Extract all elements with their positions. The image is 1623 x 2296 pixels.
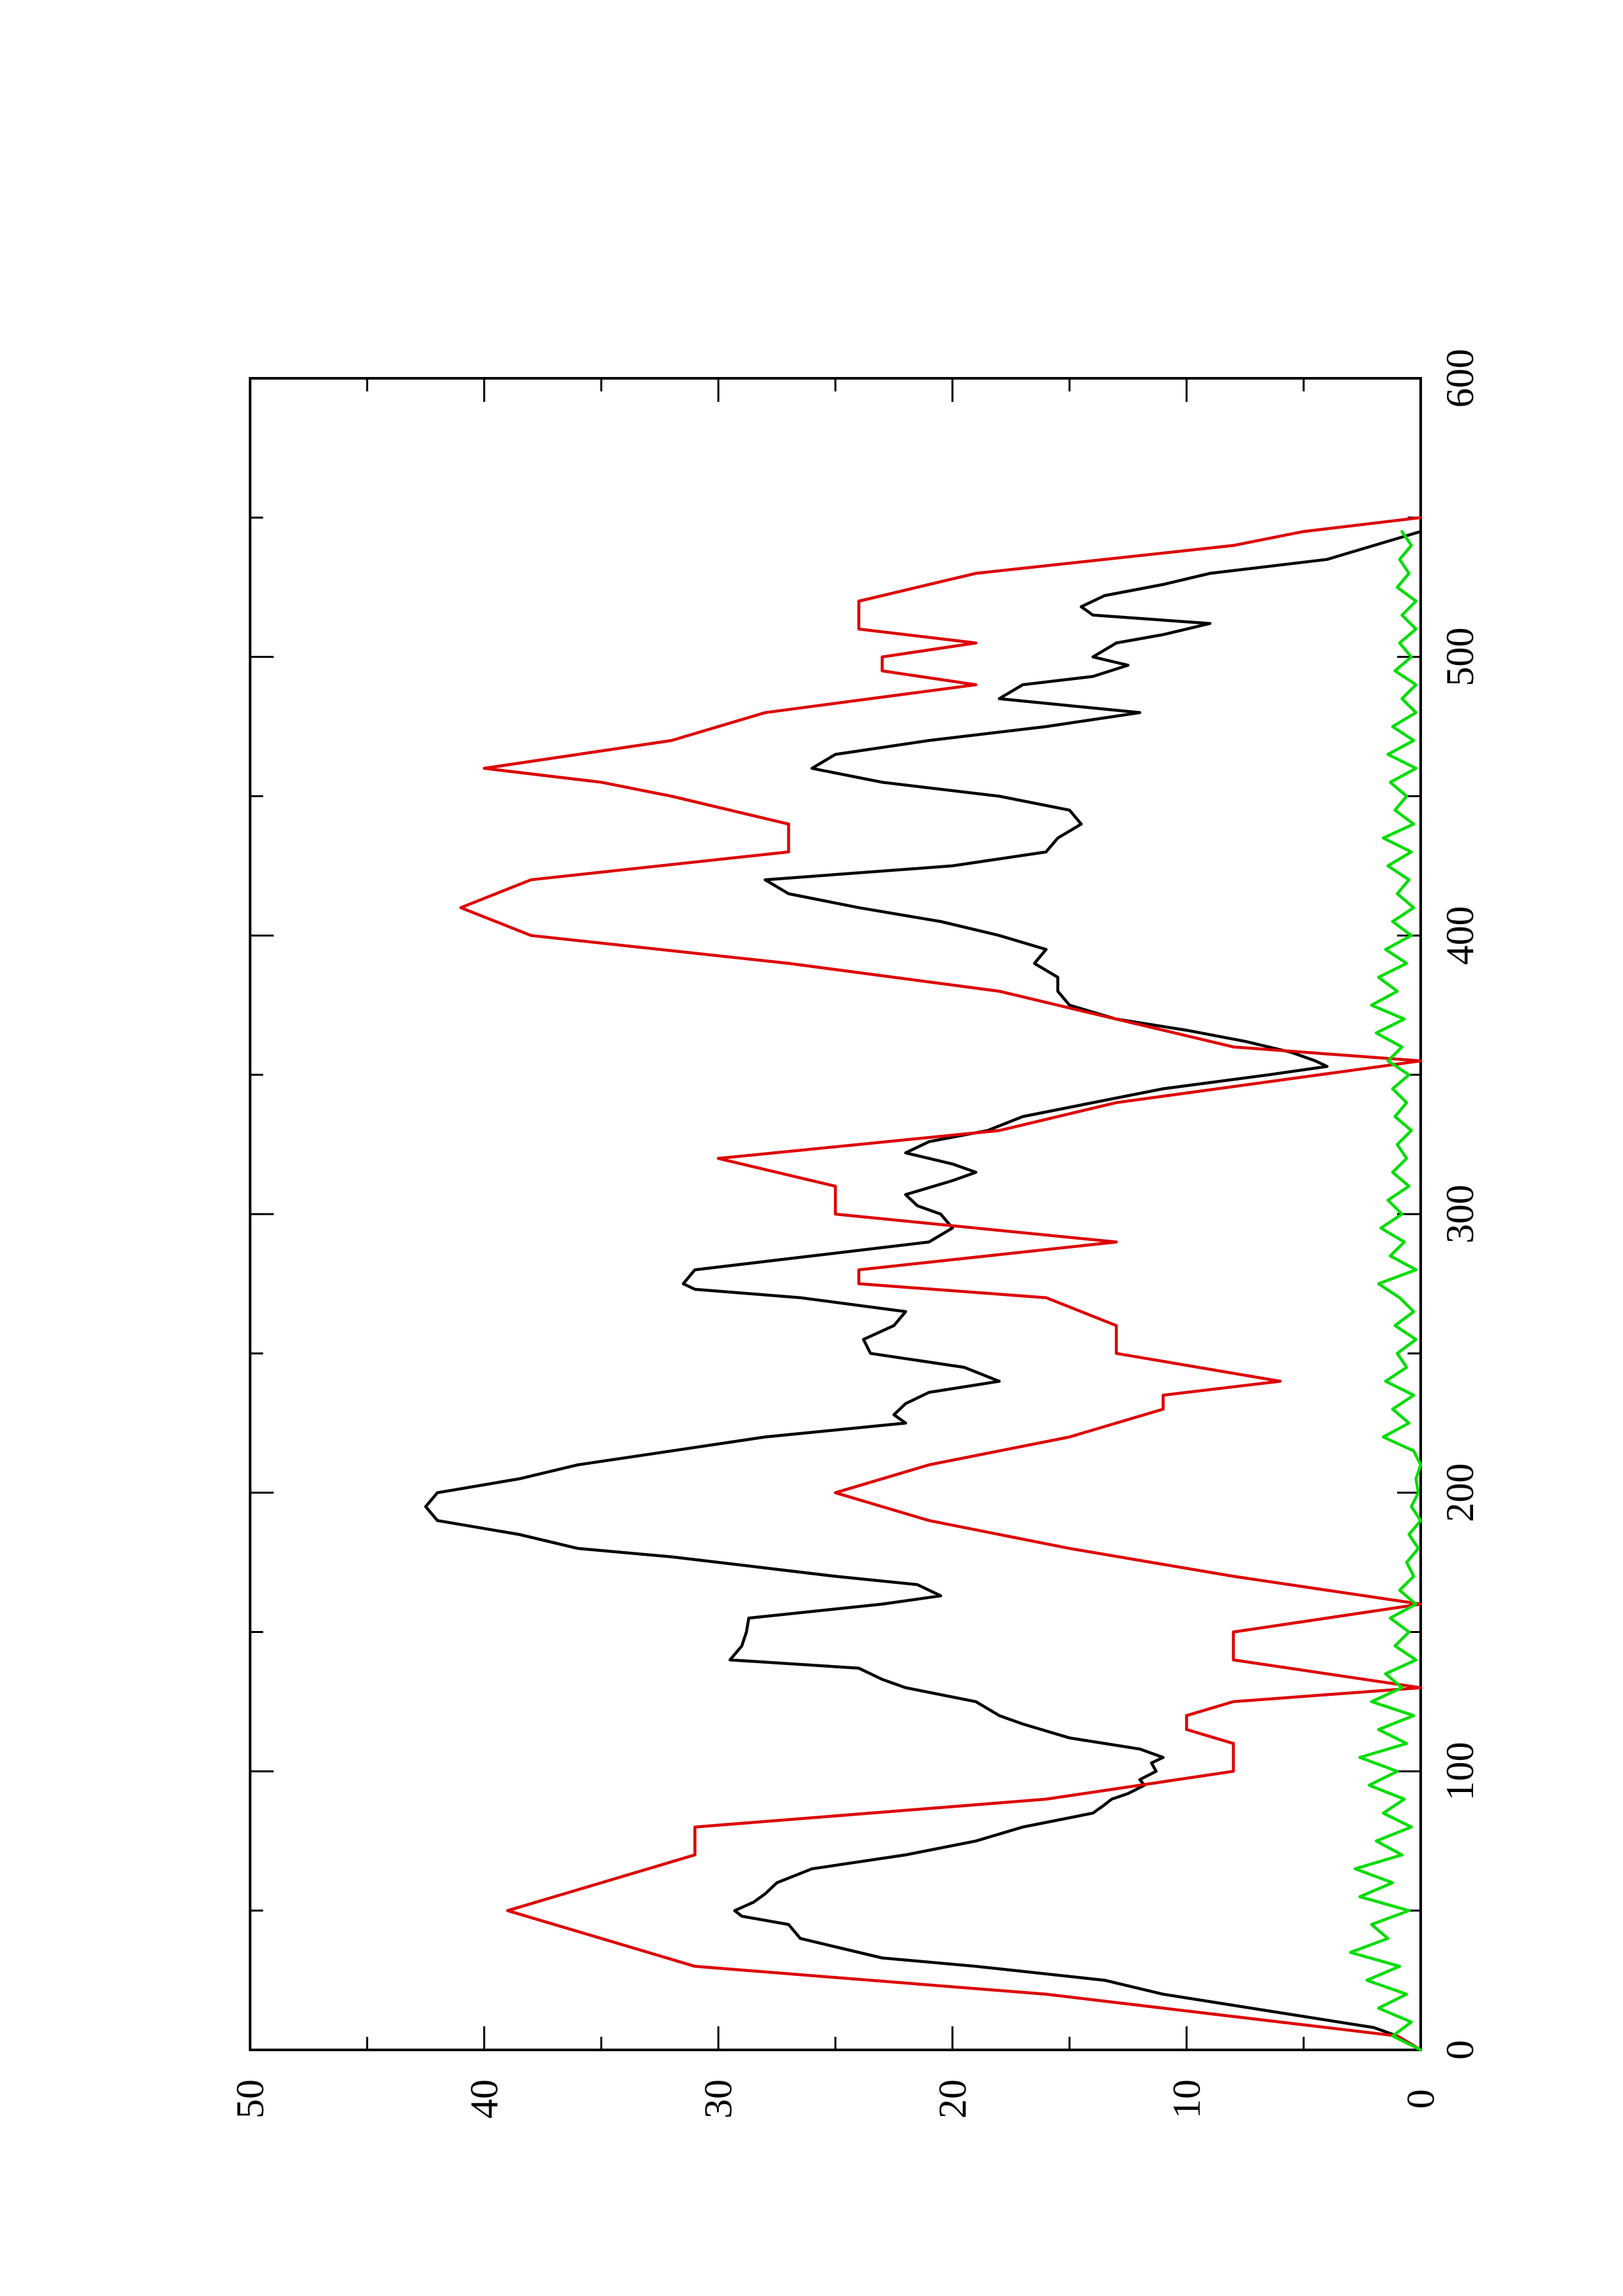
series-line-black	[424, 529, 1423, 2052]
y-tick-label-10: 10	[1165, 2079, 1208, 2119]
y-tick-label-40: 40	[463, 2079, 506, 2119]
x-tick-label-0: 0	[1438, 2040, 1482, 2060]
y-tick-label-20: 20	[931, 2079, 974, 2119]
series-group	[424, 516, 1423, 2052]
y-tick-label-30: 30	[697, 2079, 740, 2119]
y-tick-label-0: 0	[1399, 2089, 1442, 2109]
y-tick-label-50: 50	[228, 2079, 272, 2119]
series-line-green	[1349, 529, 1423, 2052]
x-tick-label-400: 400	[1438, 906, 1482, 965]
axis-tick-labels: 0 100 200 300 400 500 600 0 10 20 30 40 50	[228, 349, 1482, 2119]
x-tick-label-500: 500	[1438, 628, 1482, 687]
x-tick-label-300: 300	[1438, 1185, 1482, 1244]
x-tick-label-100: 100	[1438, 1742, 1482, 1801]
series-line-red	[459, 516, 1423, 2052]
axis-ticks	[249, 377, 1422, 2051]
x-tick-label-200: 200	[1438, 1463, 1482, 1522]
x-tick-label-600: 600	[1438, 349, 1482, 408]
